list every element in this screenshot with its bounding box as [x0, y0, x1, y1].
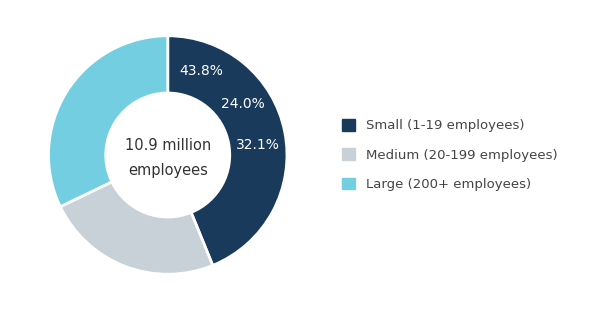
Wedge shape — [168, 36, 287, 265]
Text: 43.8%: 43.8% — [179, 64, 223, 78]
Text: employees: employees — [128, 163, 207, 178]
Wedge shape — [49, 36, 168, 207]
Text: 32.1%: 32.1% — [236, 138, 280, 152]
Text: 10.9 million: 10.9 million — [124, 138, 211, 153]
Legend: Small (1-19 employees), Medium (20-199 employees), Large (200+ employees): Small (1-19 employees), Medium (20-199 e… — [342, 119, 558, 191]
Wedge shape — [60, 182, 213, 274]
Text: 24.0%: 24.0% — [221, 97, 265, 111]
